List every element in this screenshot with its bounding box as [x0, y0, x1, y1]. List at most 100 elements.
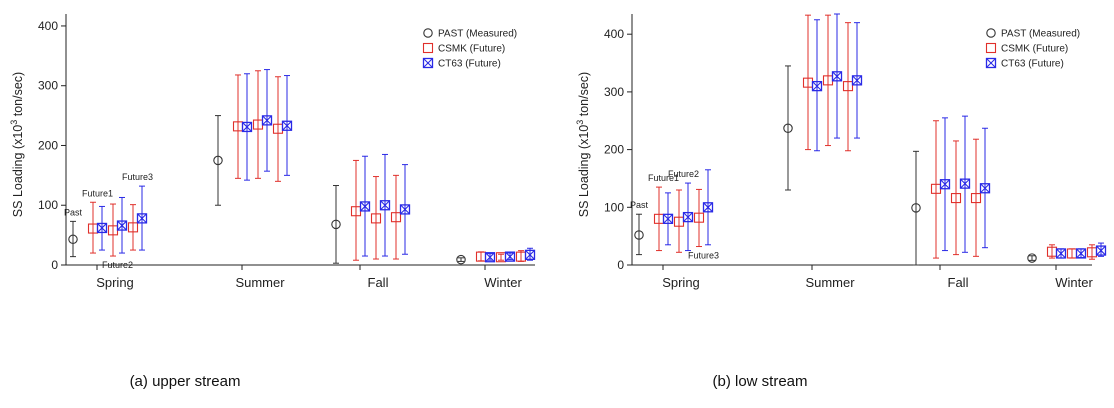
y-axis-title-sup: 3: [9, 120, 19, 125]
y-tick-label: 100: [604, 200, 624, 214]
ct63-marker-cross-b: [852, 75, 862, 86]
ct63-marker-box: [979, 183, 991, 194]
data-point-crossed-square: [851, 75, 863, 86]
ct63-marker-box: [682, 211, 694, 223]
legend-label: CSMK (Future): [438, 44, 505, 55]
x-tick-label: Fall: [948, 275, 969, 290]
data-point-crossed-square: [116, 220, 128, 231]
data-point-crossed-square: [1095, 245, 1107, 256]
data-point-square: [693, 212, 705, 223]
ct63-marker-cross-b: [262, 115, 272, 126]
legend-marker: [423, 28, 433, 38]
legend-marker: [422, 42, 434, 54]
legend: PAST (Measured) CSMK (Future) CT63 (Future…: [422, 28, 517, 70]
x-tick-label: Winter: [1055, 275, 1093, 290]
ct63-marker-cross-b: [1076, 248, 1086, 259]
y-axis-title: SS Loading (x103 ton/sec): [9, 72, 25, 217]
data-point-square: [950, 193, 962, 204]
data-point-crossed-square: [359, 201, 371, 212]
period-annotation: Future3: [122, 172, 153, 182]
y-tick-label: 0: [51, 258, 58, 272]
y-tick-label: 300: [38, 79, 58, 93]
ct63-marker-box: [985, 57, 997, 69]
ct63-marker-cross-b: [242, 122, 252, 132]
data-point-crossed-square: [96, 222, 108, 234]
ct63-marker-box: [422, 57, 434, 69]
data-point-crossed-square: [379, 200, 391, 211]
data-point-crossed-square: [1075, 248, 1087, 259]
ct63-marker-cross-b: [940, 179, 950, 190]
y-tick-label: 400: [604, 27, 624, 41]
data-point-crossed-square: [959, 178, 971, 189]
chart-panel-a: 0 100 200 300 400 Spring Summer Fall Winter SS Lo…: [9, 14, 536, 390]
legend: PAST (Measured) CSMK (Future) CT63 (Future…: [985, 28, 1080, 70]
ct63-marker-box: [504, 251, 516, 262]
ct63-marker-box: [136, 213, 148, 224]
data-point-circle: [213, 155, 223, 166]
y-axis-title-tail: ton/sec): [577, 72, 591, 120]
x-tick-label: Fall: [368, 275, 389, 290]
legend-marker: [985, 57, 997, 69]
ct63-marker-box: [831, 71, 843, 82]
data-point-circle: [634, 230, 644, 240]
ct63-marker-cross-b: [986, 58, 996, 68]
ct63-marker-cross-b: [683, 212, 693, 222]
ct63-marker-box: [116, 220, 128, 231]
ct63-marker-box: [1055, 248, 1067, 259]
legend-label: PAST (Measured): [1001, 29, 1080, 40]
period-annotation: Future2: [102, 260, 133, 270]
data-point-circle: [68, 234, 78, 245]
data-point-square: [842, 81, 854, 92]
figure-caption: (a) upper stream: [130, 373, 241, 390]
ct63-marker-cross-b: [960, 178, 970, 189]
ct63-marker-cross-b: [980, 183, 990, 194]
data-point-crossed-square: [504, 251, 516, 262]
ct63-marker-box: [379, 200, 391, 211]
period-annotation: Future2: [668, 169, 699, 179]
data-point-crossed-square: [1055, 248, 1067, 259]
y-tick-label: 200: [604, 143, 624, 157]
figure-caption: (b) low stream: [712, 373, 807, 390]
data-point-crossed-square: [939, 179, 951, 190]
legend-label: CSMK (Future): [1001, 44, 1068, 55]
ct63-marker-box: [241, 121, 253, 133]
data-point-crossed-square: [484, 252, 496, 263]
x-tick-label: Winter: [484, 275, 522, 290]
x-tick-label: Summer: [805, 275, 855, 290]
ct63-marker-box: [484, 252, 496, 263]
data-point-circle: [783, 123, 793, 133]
ct63-marker-box: [811, 80, 823, 92]
y-axis-title-main: SS Loading (x10: [577, 125, 591, 217]
period-annotation: Future1: [82, 188, 113, 198]
ct63-marker-cross-b: [525, 249, 535, 260]
ct63-marker-box: [662, 213, 674, 224]
data-point-crossed-square: [702, 202, 714, 213]
legend-label: PAST (Measured): [438, 29, 517, 40]
y-axis-title-main: SS Loading (x10: [11, 125, 25, 217]
data-point-crossed-square: [662, 213, 674, 224]
y-axis-title-tail: ton/sec): [11, 72, 25, 120]
data-point-square: [127, 222, 139, 233]
ct63-marker-box: [702, 202, 714, 213]
data-point-square: [390, 212, 402, 223]
y-tick-label: 100: [38, 198, 58, 212]
data-point-crossed-square: [261, 115, 273, 126]
period-annotation: Future3: [688, 251, 719, 261]
chart-panel-b: 0 100 200 300 400 Spring Summer Fall Winter SS Lo…: [575, 13, 1107, 390]
x-tick-label: Spring: [662, 275, 700, 290]
ct63-marker-cross-b: [663, 213, 673, 224]
ct63-marker-cross-b: [703, 202, 713, 213]
data-point-square: [970, 193, 982, 204]
ct63-marker-cross-b: [282, 120, 292, 131]
data-point-crossed-square: [979, 183, 991, 194]
legend-marker: [985, 42, 997, 54]
ct63-marker-box: [1095, 245, 1107, 256]
ct63-marker-box: [524, 249, 536, 260]
data-point-crossed-square: [136, 213, 148, 224]
y-tick-label: 200: [38, 138, 58, 152]
ct63-marker-cross-b: [485, 252, 495, 263]
legend-label: CT63 (Future): [1001, 59, 1064, 70]
ct63-marker-cross-b: [97, 223, 107, 233]
ct63-marker-cross-b: [832, 71, 842, 82]
